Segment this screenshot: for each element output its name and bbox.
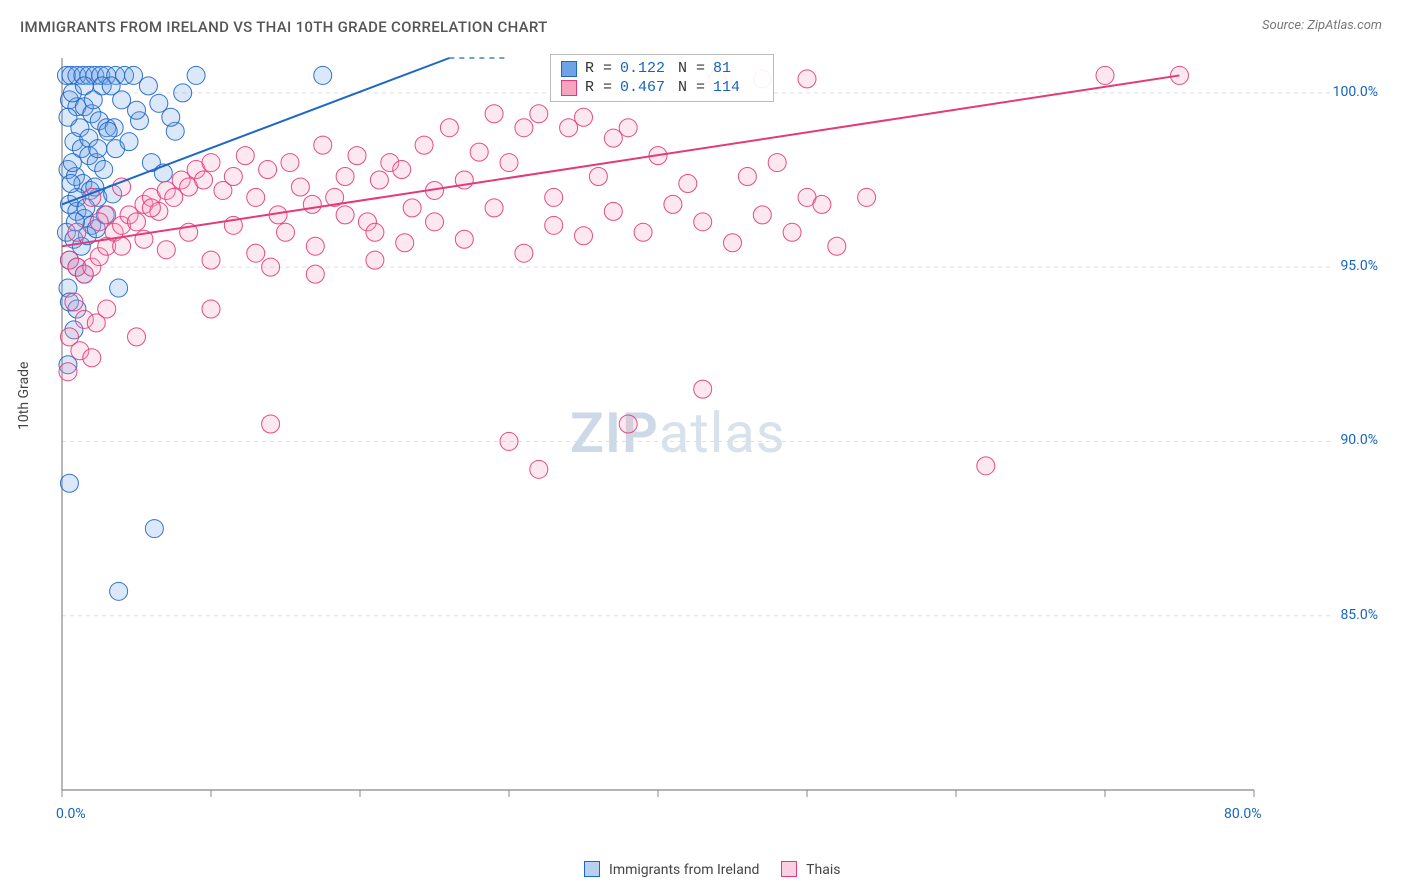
correlation-stats-box: R = 0.122 N = 81 R = 0.467 N = 114 <box>550 54 774 102</box>
y-tick-label: 100.0% <box>1333 84 1378 100</box>
stat-label: N = <box>678 60 705 77</box>
x-tick-label: 0.0% <box>56 806 86 822</box>
stat-swatch-icon <box>561 80 577 96</box>
source-attribution: Source: ZipAtlas.com <box>1262 18 1382 33</box>
legend-swatch-icon <box>584 861 600 877</box>
stat-row: R = 0.467 N = 114 <box>561 78 763 97</box>
stat-swatch-icon <box>561 61 577 77</box>
stat-label: R = <box>585 79 612 96</box>
stat-label: R = <box>585 60 612 77</box>
stat-n-value: 114 <box>713 79 763 96</box>
legend-label: Thais <box>806 862 840 878</box>
chart-svg <box>54 50 1334 830</box>
legend-label: Immigrants from Ireland <box>609 862 759 878</box>
chart-title: IMMIGRANTS FROM IRELAND VS THAI 10TH GRA… <box>20 18 548 36</box>
stat-row: R = 0.122 N = 81 <box>561 59 763 78</box>
y-tick-label: 90.0% <box>1340 432 1378 448</box>
stat-n-value: 81 <box>713 60 763 77</box>
x-tick-label: 80.0% <box>1224 806 1262 822</box>
y-tick-label: 95.0% <box>1340 258 1378 274</box>
stat-label: N = <box>678 79 705 96</box>
stat-r-value: 0.122 <box>620 60 670 77</box>
legend: Immigrants from Ireland Thais <box>0 861 1406 878</box>
y-tick-label: 85.0% <box>1340 607 1378 623</box>
stat-r-value: 0.467 <box>620 79 670 96</box>
legend-swatch-icon <box>781 861 797 877</box>
y-axis-label: 10th Grade <box>16 362 32 430</box>
scatter-chart <box>54 50 1334 830</box>
